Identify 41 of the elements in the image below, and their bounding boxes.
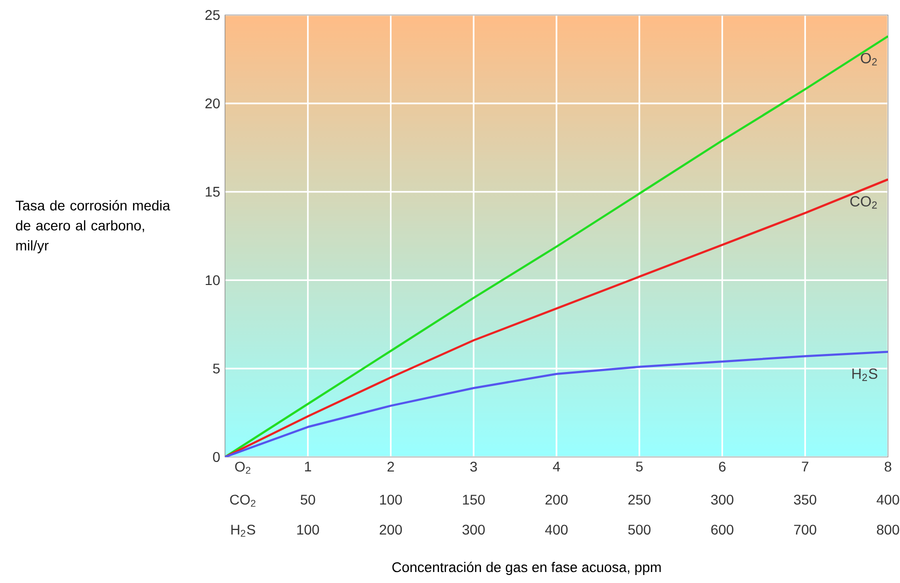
x2-tick-label: 250 (628, 494, 651, 505)
text: 400 (545, 524, 568, 535)
y-tick-label: 0 (213, 452, 220, 462)
x-tick-label: 6 (719, 462, 726, 472)
x2-tick-label: 400 (876, 494, 900, 505)
text: O$_{2}$ (235, 462, 250, 474)
text: 100 (297, 524, 319, 535)
text: 300 (462, 524, 485, 535)
x2-tick-label: 150 (463, 494, 485, 505)
y-tick-label: 5 (213, 364, 220, 374)
x-tick-label: 8 (884, 462, 892, 472)
text: 700 (794, 524, 816, 535)
text: 200 (380, 524, 402, 535)
x-tick-label: 3 (470, 462, 477, 472)
x-tick-label: 4 (552, 462, 560, 472)
text: 800 (876, 524, 900, 535)
y-tick-label: 20 (205, 98, 220, 108)
x2-tick-label: 300 (711, 494, 734, 505)
x2-tick-label: 350 (794, 494, 816, 505)
x2-tick-label: 50 (300, 494, 316, 505)
x-axis-title: Concentración de gas en fase acuosa, ppm (392, 562, 661, 575)
line-series (225, 178, 888, 457)
text: H$_{2}$S (231, 524, 256, 537)
x-tick-label: 5 (636, 462, 643, 472)
line-series (225, 35, 888, 457)
text: CO$_{2}$ (230, 494, 256, 507)
x-tick-label: 2 (388, 462, 394, 472)
text: 600 (711, 524, 734, 535)
y-axis-title: Tasa de corrosión media de acero al carbono, mil/yr (16, 200, 170, 254)
x2-tick-label: 200 (546, 494, 568, 505)
series-label: O$_{2}$ (860, 52, 877, 66)
series-label: CO$_{2}$ (850, 196, 877, 209)
y-tick-label: 25 (205, 10, 220, 20)
x2-tick-label: 100 (380, 494, 402, 505)
y-tick-label: 15 (206, 186, 220, 197)
series-label: H$_{2}$S (852, 368, 878, 381)
line-series (225, 350, 888, 457)
x-tick-label: 1 (305, 462, 312, 472)
text: 500 (628, 524, 650, 535)
x-tick-label: 7 (802, 462, 808, 472)
y-tick-label: 10 (206, 275, 220, 286)
